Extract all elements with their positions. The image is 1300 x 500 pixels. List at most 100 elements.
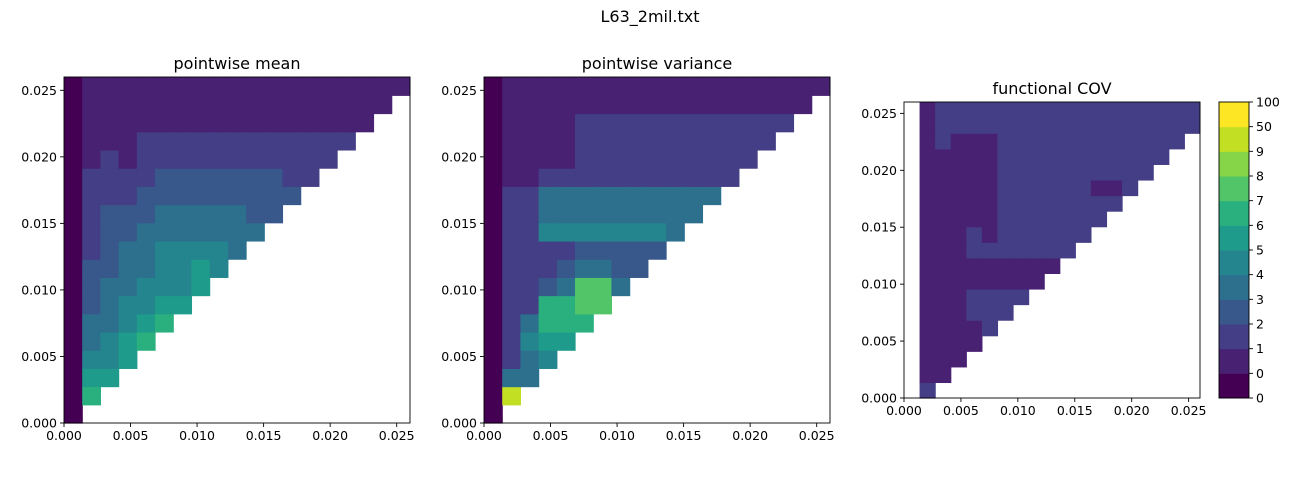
colorbar-tick-label: 6	[1256, 218, 1264, 233]
heatmap-cell	[702, 168, 722, 187]
heatmap-cell	[919, 304, 936, 321]
heatmap-cell	[82, 277, 101, 297]
heatmap-cell	[136, 113, 156, 133]
heatmap-cell	[318, 77, 338, 96]
y-tick-label: 0.000	[441, 416, 477, 431]
heatmap-cell	[1044, 164, 1061, 181]
heatmap-cell	[538, 240, 558, 260]
heatmap-cell	[373, 77, 393, 96]
heatmap-cell	[100, 113, 120, 133]
heatmap-cell	[981, 133, 999, 150]
heatmap-cell	[520, 204, 540, 224]
heatmap-cell	[720, 131, 740, 151]
heatmap-cell	[1090, 179, 1108, 197]
heatmap-cell	[64, 331, 83, 351]
heatmap-cell	[629, 131, 649, 151]
heatmap-cell	[209, 204, 229, 224]
heatmap-cell	[935, 304, 952, 321]
heatmap-cell	[155, 295, 174, 315]
heatmap-cell	[647, 204, 667, 224]
heatmap-cell	[173, 204, 193, 224]
heatmap-cell	[611, 186, 631, 206]
heatmap-cell	[611, 113, 631, 133]
heatmap-cell	[981, 195, 999, 212]
heatmap-cell	[300, 149, 320, 169]
heatmap-cell	[520, 295, 540, 315]
heatmap-cell	[118, 222, 138, 242]
heatmap-cell	[64, 259, 83, 278]
heatmap-cell	[997, 288, 1014, 306]
heatmap-cell	[1013, 288, 1030, 306]
heatmap-cell	[118, 204, 138, 224]
colorbar-tick-label: 8	[1256, 169, 1264, 184]
heatmap-cell	[981, 273, 999, 290]
heatmap-cell	[1075, 195, 1092, 212]
heatmap-cell	[100, 77, 120, 96]
heatmap-cell	[118, 186, 138, 206]
heatmap-cell	[611, 77, 631, 96]
heatmap-cell	[191, 259, 211, 278]
heatmap-cell	[246, 204, 265, 224]
heatmap-cell	[520, 277, 540, 297]
heatmap-cell	[155, 277, 174, 297]
heatmap-cell	[1122, 117, 1139, 134]
heatmap-cell	[82, 131, 101, 151]
heatmap-cell	[1044, 242, 1061, 259]
heatmap-cell	[1106, 102, 1123, 119]
colorbar-swatch	[1219, 274, 1249, 300]
heatmap-cell	[647, 131, 667, 151]
heatmap-cell	[629, 77, 649, 96]
heatmap-cell	[950, 320, 967, 337]
heatmap-cell	[793, 95, 813, 115]
heatmap-cell	[246, 113, 265, 133]
heatmap-cell	[173, 259, 193, 278]
heatmap-cell	[575, 77, 594, 96]
x-tick-label: 0.025	[379, 428, 415, 443]
heatmap-cell	[997, 133, 1014, 150]
heatmap-cell	[136, 259, 156, 278]
x-tick-label: 0.020	[312, 428, 348, 443]
heatmap-cell	[556, 240, 576, 260]
heatmap-cell	[209, 222, 229, 242]
heatmap-cell	[136, 295, 156, 315]
heatmap-cell	[966, 211, 983, 228]
y-tick-label: 0.025	[861, 106, 897, 121]
heatmap-cell	[318, 95, 338, 115]
heatmap-cell	[209, 240, 229, 260]
heatmap-cell	[155, 95, 174, 115]
heatmap-cell	[1106, 195, 1123, 212]
heatmap-cell	[757, 131, 776, 151]
heatmap-cell	[227, 113, 247, 133]
heatmap-cell	[173, 113, 193, 133]
heatmap-cell	[82, 313, 101, 333]
y-tick-label: 0.025	[21, 83, 57, 98]
heatmap-cell	[556, 331, 576, 351]
heatmap-cell	[502, 168, 521, 187]
heatmap-cell	[227, 131, 247, 151]
heatmap-cell	[82, 368, 101, 388]
heatmap-cell	[484, 149, 503, 169]
heatmap-cell	[538, 331, 558, 351]
heatmap-cell	[173, 240, 193, 260]
heatmap-cell	[155, 259, 174, 278]
heatmap-cell	[246, 168, 265, 187]
heatmap-cell	[629, 168, 649, 187]
heatmap-cell	[64, 149, 83, 169]
heatmap-cell	[919, 288, 936, 306]
x-tick-label: 0.000	[466, 428, 502, 443]
heatmap-cell	[118, 259, 138, 278]
heatmap-cell	[1028, 226, 1045, 243]
heatmap-cell	[666, 204, 685, 224]
colorbar-tick-label: 9	[1256, 144, 1264, 159]
heatmap-cell	[246, 95, 265, 115]
colorbar-tick-label: 50	[1256, 119, 1272, 134]
heatmap-cell	[1028, 133, 1045, 150]
heatmap-cell	[738, 77, 758, 96]
heatmap-cell	[246, 77, 265, 96]
heatmap-cell	[209, 95, 229, 115]
heatmap-cell	[575, 186, 594, 206]
heatmap-cell	[757, 113, 776, 133]
heatmap-cell	[997, 164, 1014, 181]
x-tick-label: 0.010	[1000, 403, 1036, 418]
